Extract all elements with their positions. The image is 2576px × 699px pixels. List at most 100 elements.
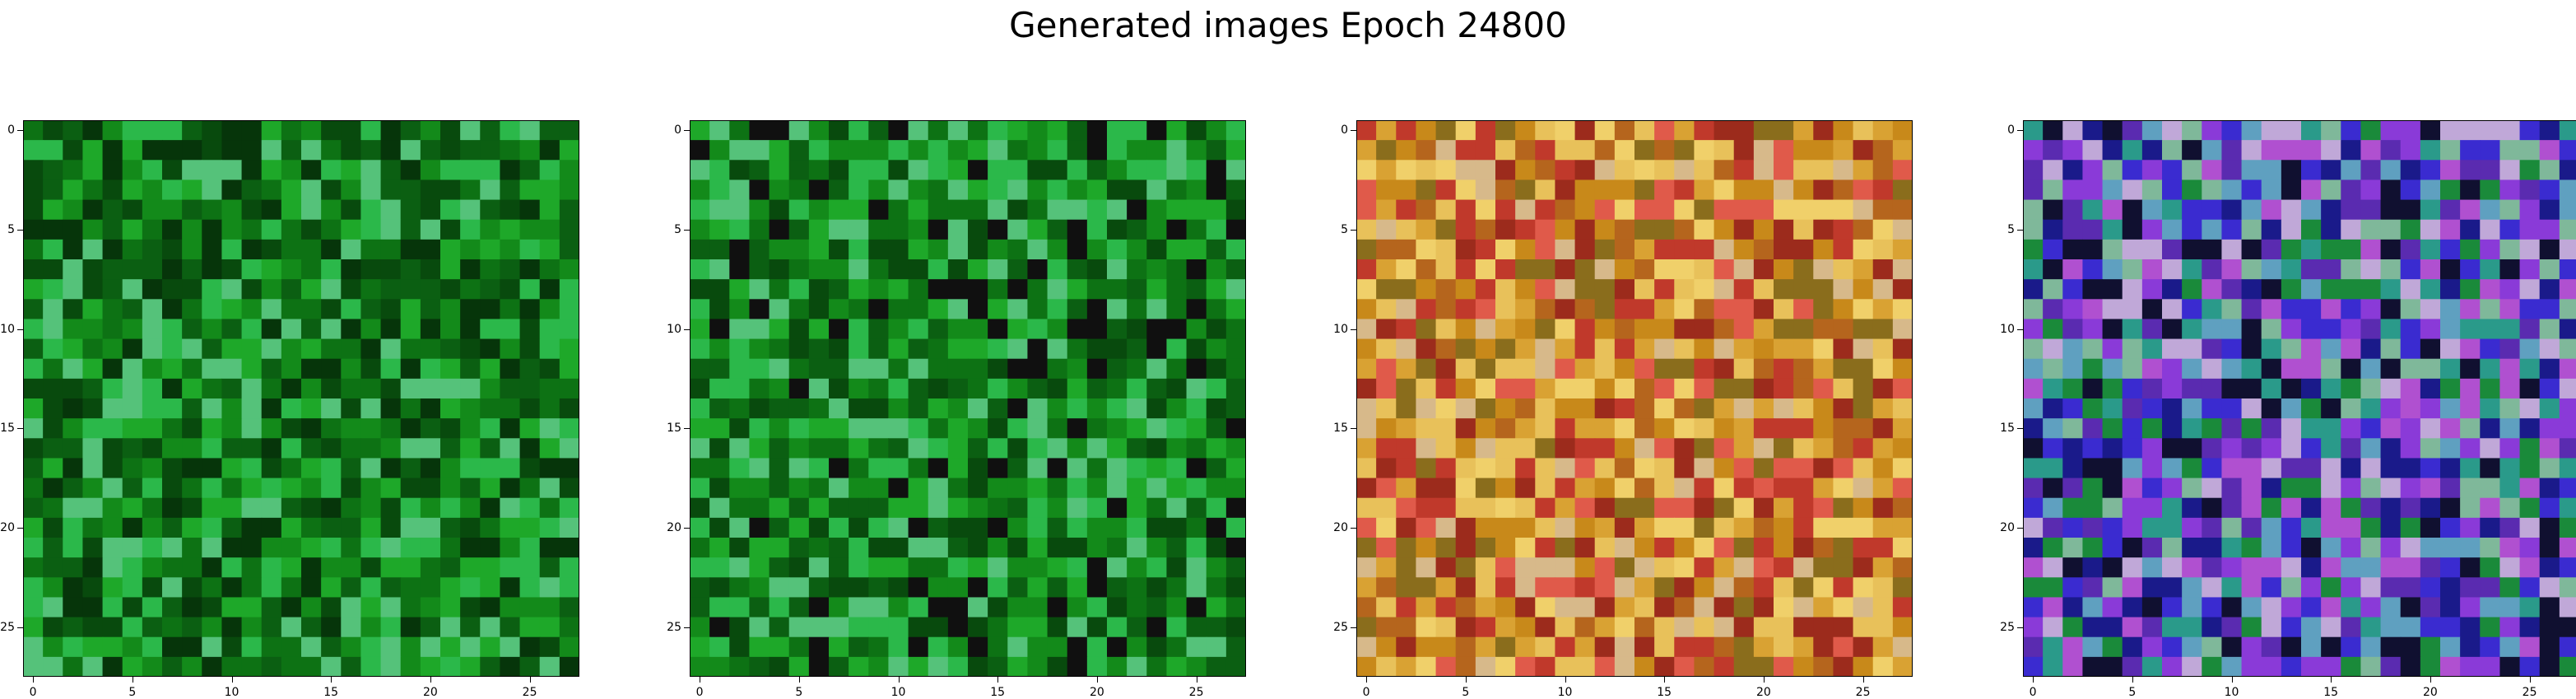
image-pixel (1206, 319, 1227, 340)
image-pixel (162, 538, 183, 558)
image-pixel (1793, 179, 1814, 201)
image-pixel (559, 179, 579, 201)
image-pixel (928, 636, 949, 658)
image-pixel (1872, 458, 1894, 479)
image-pixel (2499, 478, 2521, 499)
image-pixel (2559, 597, 2576, 618)
image-pixel (1535, 577, 1556, 599)
image-pixel (1833, 120, 1854, 141)
image-pixel (1166, 199, 1188, 221)
image-pixel (1634, 140, 1655, 161)
image-pixel (400, 179, 421, 201)
image-pixel (1674, 557, 1695, 578)
x-tick-mark (33, 677, 35, 683)
image-pixel (1833, 338, 1854, 360)
image-pixel (1853, 160, 1874, 181)
image-pixel (1186, 478, 1207, 499)
image-pixel (1733, 478, 1755, 499)
image-pixel (559, 597, 579, 618)
image-pixel (1654, 239, 1675, 260)
image-pixel (301, 398, 322, 419)
image-pixel (2539, 636, 2560, 658)
image-pixel (1107, 636, 1128, 658)
image-pixel (2400, 378, 2421, 399)
image-pixel (690, 398, 710, 419)
image-pixel (1435, 517, 1457, 538)
image-pixel (1416, 458, 1437, 479)
image-pixel (162, 279, 183, 300)
image-pixel (1047, 418, 1068, 439)
image-pixel (360, 478, 382, 499)
image-pixel (2221, 219, 2243, 240)
image-pixel (2559, 319, 2576, 340)
image-pixel (1067, 179, 1088, 201)
image-pixel (2480, 398, 2501, 419)
image-pixel (1892, 120, 1913, 141)
image-pixel (769, 338, 790, 360)
image-pixel (1594, 239, 1616, 260)
image-pixel (102, 378, 123, 399)
x-tick-label: 0 (2029, 686, 2037, 699)
image-pixel (2062, 517, 2084, 538)
image-pixel (690, 636, 710, 658)
image-pixel (341, 179, 362, 201)
image-pixel (1574, 140, 1596, 161)
image-pixel (82, 338, 104, 360)
image-pixel (988, 378, 1008, 399)
image-pixel (2261, 160, 2282, 181)
image-pixel (539, 497, 560, 519)
image-pixel (2480, 538, 2501, 558)
image-pixel (341, 418, 362, 439)
image-pixel (1225, 338, 1246, 360)
image-pixel (1455, 140, 1476, 161)
image-pixel (321, 418, 342, 439)
image-pixel (221, 140, 243, 161)
image-pixel (729, 319, 751, 340)
image-pixel (1435, 140, 1457, 161)
image-pixel (1713, 239, 1735, 260)
image-pixel (2082, 458, 2104, 479)
image-pixel (420, 338, 441, 360)
image-pixel (2440, 517, 2461, 538)
image-pixel (1515, 338, 1536, 360)
image-pixel (709, 338, 730, 360)
image-pixel (2122, 279, 2143, 300)
image-pixel (1774, 279, 1794, 300)
image-pixel (221, 617, 243, 638)
image-pixel (1225, 398, 1246, 419)
image-pixel (868, 239, 890, 260)
image-pixel (1753, 319, 1774, 340)
image-pixel (360, 378, 382, 399)
image-pixel (1067, 358, 1088, 380)
image-pixel (2400, 338, 2421, 360)
image-pixel (709, 418, 730, 439)
image-pixel (261, 160, 282, 181)
image-pixel (2023, 597, 2044, 618)
image-pixel (142, 418, 163, 439)
image-pixel (2539, 179, 2560, 201)
image-pixel (2480, 636, 2501, 658)
image-pixel (2559, 299, 2576, 320)
image-pixel (1166, 538, 1188, 558)
image-pixel (1614, 538, 1635, 558)
image-pixel (1813, 577, 1834, 599)
x-tick-mark (1465, 677, 1467, 683)
image-pixel (480, 338, 501, 360)
image-pixel (202, 179, 223, 201)
image-pixel (1396, 418, 1417, 439)
image-pixel (2420, 239, 2441, 260)
image-pixel (2241, 378, 2262, 399)
image-pixel (2519, 497, 2541, 519)
image-pixel (301, 179, 322, 201)
image-pixel (2023, 617, 2044, 638)
image-pixel (1416, 418, 1437, 439)
image-pixel (1892, 656, 1913, 677)
image-pixel (43, 597, 63, 618)
image-panel-3: 0 5 10 15 20 25 0 5 10 15 20 25 (1333, 120, 1913, 698)
image-pixel (1833, 577, 1854, 599)
image-pixel (440, 358, 461, 380)
image-pixel (2221, 378, 2243, 399)
y-tick-label: 0 (7, 123, 15, 137)
image-pixel (1594, 636, 1616, 658)
image-pixel (2182, 577, 2202, 599)
